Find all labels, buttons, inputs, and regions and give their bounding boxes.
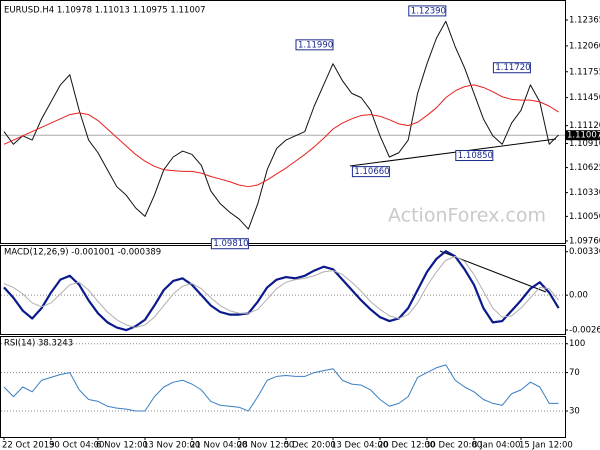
y-tick-label: 1.11755: [569, 67, 600, 77]
y-tick-label: 30: [569, 407, 580, 417]
x-tick-label: 22 Oct 2019: [2, 441, 55, 450]
annotation-box: [351, 166, 390, 178]
y-tick-label: 100: [569, 339, 585, 349]
annotation-label: 1.11720: [495, 63, 530, 73]
y-tick-label: 70: [569, 368, 580, 378]
y-tick-label: 1.11450: [569, 93, 600, 103]
rsi-frame: [0, 336, 566, 438]
current-price-label: 1.11007: [567, 131, 600, 141]
y-tick-label: 1.12060: [569, 41, 600, 51]
annotation-box: [455, 150, 494, 162]
y-tick-label: 0.003362: [569, 247, 600, 257]
y-tick-label: -0.002691: [569, 326, 600, 336]
y-tick-label: 1.10050: [569, 212, 600, 222]
y-tick-label: 1.10910: [569, 139, 600, 149]
price-frame: [0, 0, 566, 244]
x-tick-label: 30 Oct 04:00: [49, 441, 104, 450]
series-line: [3, 250, 560, 332]
panel-title: EURUSD.H4 1.10978 1.11013 1.10975 1.1100…: [4, 6, 206, 16]
annotation-box: [408, 5, 447, 17]
x-tick-label: 13 Dec 04:00: [331, 441, 388, 450]
x-tick-label: 21 Nov 04:00: [190, 441, 247, 450]
x-tick-label: 6 Nov 12:00: [96, 441, 148, 450]
annotation-label: 1.10850: [458, 151, 493, 161]
x-tick-label: 15 Jan 12:00: [519, 441, 573, 450]
y-tick-label: 0.00: [569, 291, 588, 301]
current-price-box: [565, 130, 600, 141]
x-tick-label: 20 Dec 12:00: [378, 441, 435, 450]
trend-line: [349, 138, 557, 167]
annotation-box: [492, 62, 531, 74]
annotation-label: 1.12390: [411, 6, 446, 16]
annotation-label: 1.11990: [298, 40, 333, 50]
x-tick-label: 13 Nov 20:00: [143, 441, 200, 450]
x-tick-label: 28 Nov 12:00: [237, 441, 294, 450]
watermark: ActionForex.com: [388, 205, 546, 227]
x-tick-label: 8 Jan 04:00: [472, 441, 520, 450]
panel-title: RSI(14) 38.3243: [4, 339, 73, 349]
series-line: [3, 255, 559, 329]
y-tick-label: 1.10330: [569, 188, 600, 198]
y-tick-label: 1.12365: [569, 16, 600, 26]
annotation-label: 1.09810: [213, 239, 248, 249]
series-line: [3, 364, 559, 412]
x-tick-label: 30 Dec 20:00: [425, 441, 482, 450]
y-tick-label: 1.10625: [569, 163, 600, 173]
series-line: [3, 20, 559, 230]
series-line: [3, 84, 559, 188]
annotation-box: [295, 39, 334, 51]
x-tick-label: 5 Dec 20:00: [284, 441, 336, 450]
macd-frame: [0, 245, 566, 335]
annotation-label: 1.10660: [354, 167, 389, 177]
panel-title: MACD(12,26,9) -0.001001 -0.000389: [4, 248, 161, 258]
annotation-box: [210, 238, 249, 250]
y-tick-label: 1.11120: [569, 121, 600, 131]
y-tick-label: 1.09760: [569, 236, 600, 246]
